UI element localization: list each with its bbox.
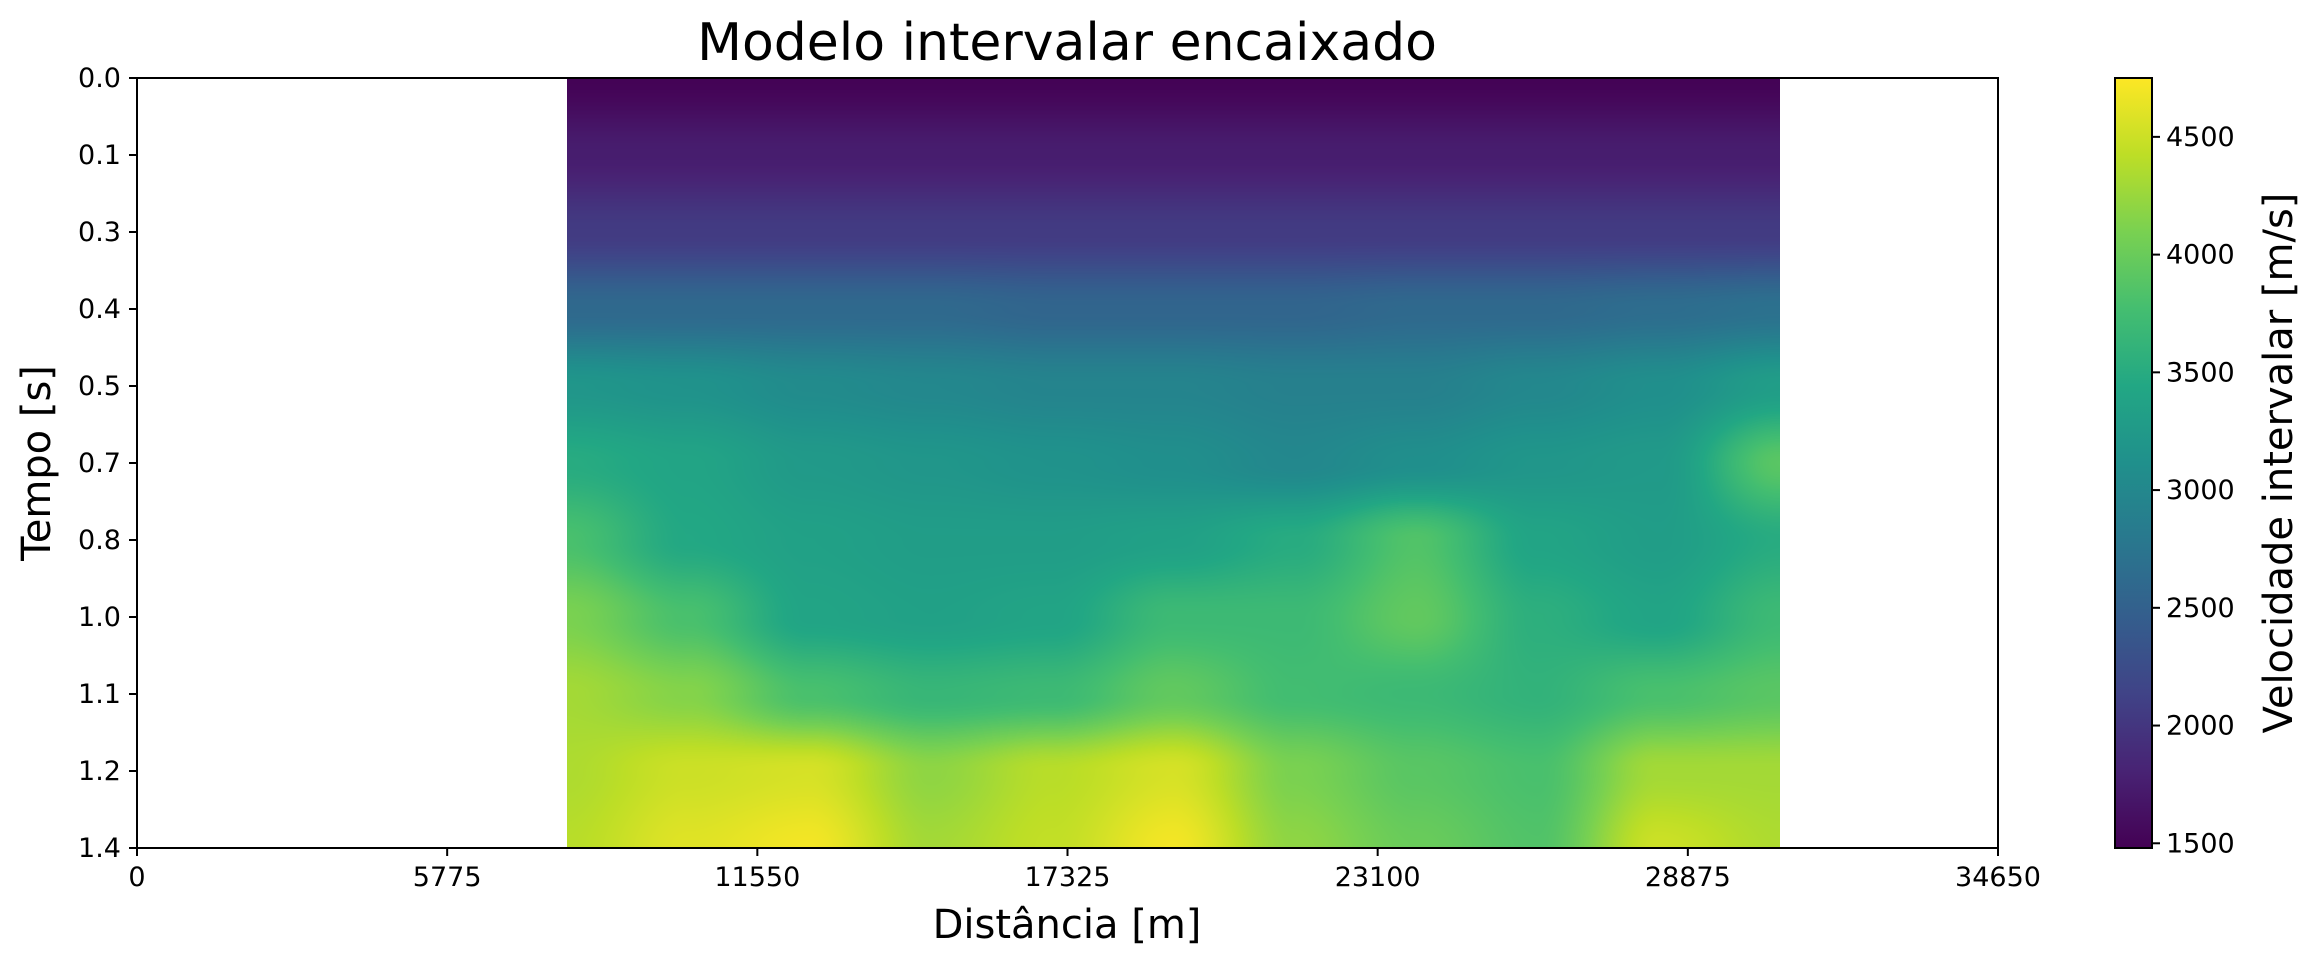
y-tick-label: 0.8 (78, 525, 121, 556)
colorbar-tick-label: 4500 (2166, 122, 2235, 153)
x-tick-label: 17325 (1025, 862, 1111, 893)
y-tick-label: 1.1 (78, 679, 121, 710)
y-tick-label: 0.0 (78, 63, 121, 94)
colorbar (2115, 78, 2152, 848)
heatmap-layer (567, 78, 1780, 848)
colorbar-ticks: 1500 2000 2500 3000 3500 4000 4500 (2152, 122, 2235, 859)
x-tick-label: 0 (128, 862, 145, 893)
y-tick-label: 1.0 (78, 602, 121, 633)
y-tick-label: 1.4 (78, 833, 121, 864)
y-tick-label: 0.4 (78, 294, 121, 325)
y-axis-ticks: 0.0 0.1 0.3 0.4 0.5 0.7 0.8 1.0 1.1 1.2 1.4 (78, 63, 137, 864)
y-tick-label: 0.7 (78, 448, 121, 479)
chart-title: Modelo intervalar encaixado (697, 13, 1437, 73)
y-tick-label: 0.5 (78, 371, 121, 402)
x-tick-label: 5775 (413, 862, 482, 893)
y-axis-label: Tempo [s] (14, 365, 60, 562)
velocity-heatmap (567, 78, 1780, 848)
colorbar-frame (2114, 77, 2153, 849)
x-axis-label: Distância [m] (933, 902, 1202, 948)
colorbar-label: Velocidade intervalar [m/s] (2256, 193, 2302, 734)
y-tick-label: 0.3 (78, 217, 121, 248)
colorbar-tick-label: 1500 (2166, 828, 2235, 859)
x-tick-label: 11550 (714, 862, 800, 893)
x-tick-label: 28875 (1645, 862, 1731, 893)
x-tick-label: 34650 (1955, 862, 2041, 893)
colorbar-tick-label: 4000 (2166, 240, 2235, 271)
colorbar-tick-label: 3500 (2166, 357, 2235, 388)
x-axis-ticks: 0 5775 11550 17325 23100 28875 34650 (128, 848, 2041, 893)
y-tick-label: 0.1 (78, 140, 121, 171)
x-tick-label: 23100 (1335, 862, 1421, 893)
y-tick-label: 1.2 (78, 756, 121, 787)
colorbar-tick-label: 2000 (2166, 711, 2235, 742)
colorbar-tick-label: 2500 (2166, 593, 2235, 624)
colorbar-tick-label: 3000 (2166, 475, 2235, 506)
